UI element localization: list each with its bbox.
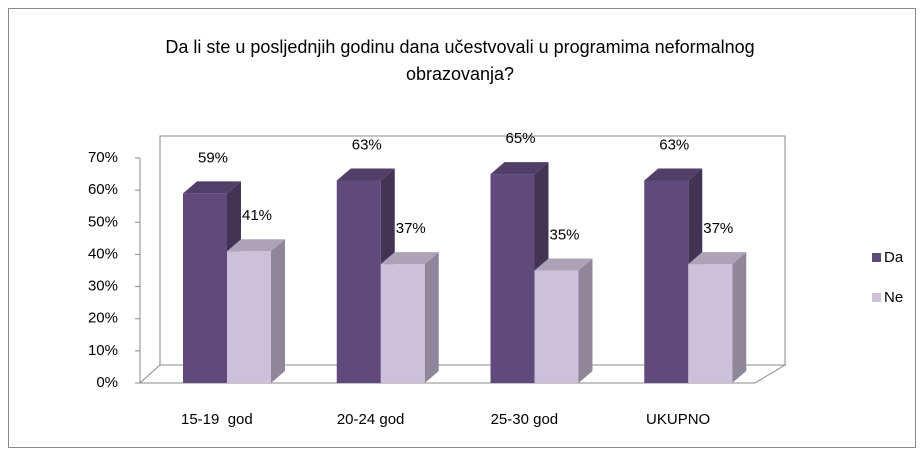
bar-top [490, 162, 549, 175]
y-tick-label: 70% [88, 149, 118, 166]
bar-top [534, 258, 593, 271]
y-tick-label: 20% [88, 310, 118, 327]
y-tick-label: 10% [88, 342, 118, 359]
y-tick-label: 50% [88, 213, 118, 230]
data-label: 65% [505, 130, 535, 147]
bar [644, 180, 689, 383]
bar [534, 270, 579, 383]
y-tick-label: 60% [88, 181, 118, 198]
y-tick-label: 30% [88, 278, 118, 295]
data-label: 37% [703, 220, 733, 237]
bar [336, 180, 381, 383]
bar-side [732, 252, 747, 383]
legend-swatch [872, 253, 881, 262]
y-tick-label: 0% [96, 374, 118, 391]
bar-side [578, 258, 593, 383]
x-tick-label: 20-24 god [337, 411, 405, 428]
bar [227, 251, 271, 383]
bar [490, 174, 535, 383]
data-label: 37% [396, 220, 426, 237]
x-tick-label: 25-30 god [491, 411, 559, 428]
bar [688, 264, 733, 383]
legend-label: Ne [884, 289, 903, 306]
bar-top [688, 252, 747, 265]
bar-top [380, 252, 439, 265]
bar-top [336, 168, 395, 181]
bar-top [227, 239, 285, 252]
x-tick-label: UKUPNO [646, 411, 710, 428]
data-label: 63% [659, 136, 689, 153]
bar [183, 193, 227, 383]
data-label: 35% [549, 226, 579, 243]
x-tick-label: 15-19 god [181, 411, 253, 428]
legend-label: Da [884, 249, 904, 266]
bar-top [644, 168, 703, 181]
bar [380, 264, 425, 383]
legend-swatch [872, 293, 881, 302]
data-label: 63% [352, 136, 382, 153]
data-label: 59% [198, 149, 228, 166]
bar-top [183, 181, 241, 194]
chart-title: Da li ste u posljednjih godinu dana učes… [165, 37, 755, 84]
bar-side [424, 252, 439, 383]
data-label: 41% [242, 207, 272, 224]
y-tick-label: 40% [88, 245, 118, 262]
bar-side [271, 239, 285, 383]
chart-frame [8, 8, 916, 448]
